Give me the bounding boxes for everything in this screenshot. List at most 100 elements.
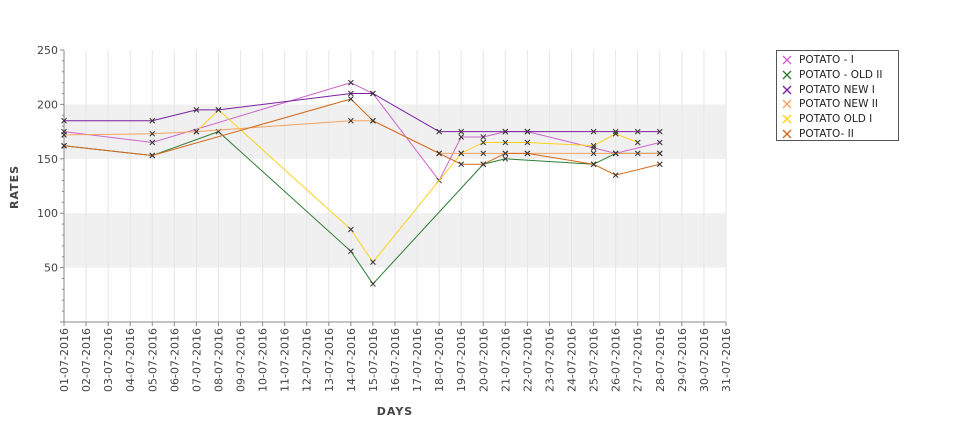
data-point-marker [149,130,156,137]
x-tick-label: 27-07-2016 [632,328,645,392]
x-tick-label: 10-07-2016 [257,328,270,392]
chart-legend: POTATO - I POTATO - OLD II POTATO NEW I … [776,50,899,141]
grid-lines [63,50,727,322]
x-tick-label: 30-07-2016 [698,328,711,392]
data-point-marker [502,139,509,146]
data-point-marker [458,134,465,140]
data-point-marker [348,226,354,233]
data-point-marker [590,145,597,151]
data-point-marker [612,150,619,157]
x-tick-label: 05-07-2016 [146,328,159,392]
data-point-marker [436,128,442,135]
x-tick-label: 23-07-2016 [543,328,556,392]
x-tick-label: 20-07-2016 [477,328,490,392]
data-point-marker [348,79,354,86]
data-point-marker [656,150,663,157]
data-point-marker [590,161,597,168]
x-tick-label: 21-07-2016 [499,328,512,392]
series-group [61,90,663,135]
data-point-marker [370,117,376,124]
data-point-marker [370,281,376,287]
x-tick-label: 11-07-2016 [279,328,292,392]
data-point-marker [656,139,663,146]
data-point-marker [502,128,509,135]
data-point-marker [348,96,354,102]
legend-x-marker-icon [782,85,792,95]
legend-x-marker-icon [782,55,792,65]
y-axis-title: RATES [8,165,21,209]
series-group [193,106,641,266]
x-tick-label: 17-07-2016 [411,328,424,392]
series-line [63,131,660,285]
legend-item: POTATO - I [781,53,898,68]
y-tick-label: 250 [37,44,58,57]
x-tick-label: 14-07-2016 [345,328,358,392]
x-tick-label: 08-07-2016 [212,328,225,392]
series-line [64,93,660,133]
legend-x-marker-icon [782,99,792,109]
legend-x-marker-icon [782,70,792,80]
data-point-marker [634,150,641,157]
x-tick-label: 26-07-2016 [610,328,623,392]
data-point-marker [590,150,597,157]
legend-label: POTATO NEW I [799,83,875,96]
data-point-marker [612,172,619,178]
series-group [61,96,663,178]
x-tick-label: 06-07-2016 [168,328,181,392]
data-point-marker [524,128,531,135]
legend-x-marker-icon [782,114,792,124]
data-point-marker [61,142,67,149]
legend-item: POTATO OLD I [781,112,898,127]
data-point-marker [370,90,376,97]
data-point-marker [149,152,156,159]
y-tick-label: 50 [44,262,58,275]
x-tick-label: 01-07-2016 [58,328,71,392]
data-point-marker [193,128,200,135]
data-point-marker [524,139,531,146]
data-point-marker [436,150,442,157]
data-point-marker [348,117,354,124]
legend-label: POTATO- II [799,127,854,140]
x-axis-ticks: 01-07-2016 02-07-2016 03-07-2016 04-07-2016… [58,322,733,392]
legend-item: POTATO- II [781,126,898,141]
data-point-marker [480,161,487,168]
data-point-marker [480,134,487,140]
x-tick-label: 12-07-2016 [301,328,314,392]
data-point-marker [634,139,641,146]
data-point-marker [502,150,509,157]
x-tick-label: 03-07-2016 [102,328,115,392]
x-tick-label: 15-07-2016 [367,328,380,392]
data-point-marker [524,150,531,157]
data-point-marker [348,248,354,255]
data-point-marker [634,128,641,135]
x-tick-label: 18-07-2016 [433,328,446,392]
legend-x-marker-icon [782,129,792,139]
legend-item: POTATO - OLD II [781,68,898,83]
y-tick-label: 100 [37,207,58,220]
data-point-marker [656,161,663,168]
data-point-marker [149,139,156,146]
data-point-marker [656,128,663,135]
data-point-marker [149,117,156,124]
data-point-marker [61,117,67,124]
data-point-marker [348,90,354,97]
data-point-marker [458,161,465,168]
x-tick-label: 29-07-2016 [676,328,689,392]
data-point-marker [458,150,465,157]
legend-item: POTATO NEW II [781,97,898,112]
y-tick-label: 150 [37,153,58,166]
x-axis-title: DAYS [377,405,413,418]
y-axis-ticks: 50 100 150 200 250 [37,44,64,312]
x-tick-label: 25-07-2016 [588,328,601,392]
data-point-marker [215,106,222,113]
legend-item: POTATO NEW I [781,82,898,97]
data-point-marker [612,130,619,137]
x-tick-label: 19-07-2016 [455,328,468,392]
x-tick-label: 02-07-2016 [80,328,93,392]
x-tick-label: 16-07-2016 [389,328,402,392]
data-point-marker [590,142,597,149]
series-line [63,120,660,154]
x-tick-label: 13-07-2016 [323,328,336,392]
x-tick-label: 31-07-2016 [720,328,733,392]
x-tick-label: 24-07-2016 [566,328,579,392]
